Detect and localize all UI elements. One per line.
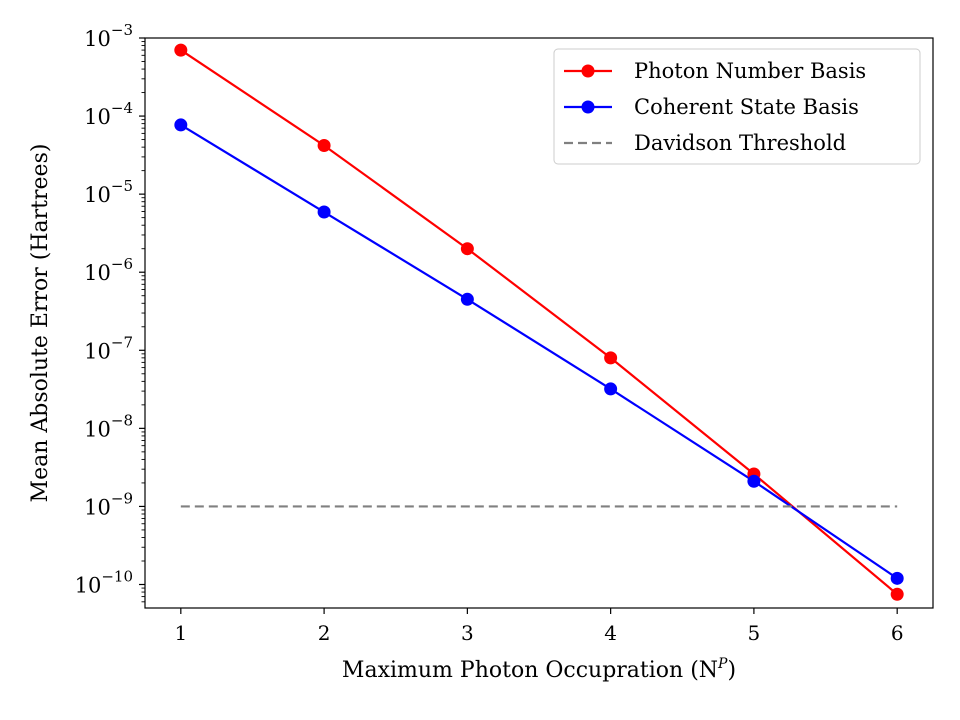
data-point-photon-number-basis	[460, 242, 474, 256]
legend-label-davidson-threshold: Davidson Threshold	[634, 131, 846, 155]
y-tick-label: 10−3	[84, 21, 133, 51]
x-tick-label: 1	[174, 621, 187, 645]
data-point-coherent-state-basis	[747, 474, 761, 488]
data-point-coherent-state-basis	[174, 118, 188, 132]
x-tick-label: 4	[604, 621, 617, 645]
legend-marker-photon-number-basis	[581, 64, 595, 78]
y-tick-label: 10−7	[84, 333, 133, 363]
legend-label-coherent-state-basis: Coherent State Basis	[634, 95, 859, 119]
data-point-coherent-state-basis	[890, 571, 904, 585]
legend-box	[553, 48, 921, 165]
x-tick-label: 3	[461, 621, 474, 645]
y-tick-label: 10−8	[84, 411, 133, 441]
y-tick-label: 10−6	[84, 255, 133, 285]
y-tick-label: 10−10	[75, 567, 133, 597]
series-lines	[180, 49, 898, 596]
x-axis-label: Maximum Photon Occupration (NP)	[342, 656, 736, 683]
x-tick-label: 2	[318, 621, 331, 645]
y-tick-label: 10−9	[84, 489, 133, 519]
legend-marker-coherent-state-basis	[581, 100, 595, 114]
data-point-photon-number-basis	[890, 587, 904, 601]
y-tick-label: 10−4	[84, 99, 133, 129]
y-tick-label: 10−5	[84, 177, 133, 207]
series-line-coherent-state-basis	[180, 123, 898, 580]
plot-frame	[144, 37, 934, 609]
legend-label-photon-number-basis: Photon Number Basis	[634, 59, 866, 83]
data-point-coherent-state-basis	[604, 382, 618, 396]
x-tick-label: 5	[748, 621, 761, 645]
x-tick-label: 6	[891, 621, 904, 645]
x-axis-ticks: 1 2 3 4 5 6	[174, 608, 904, 645]
data-point-photon-number-basis	[317, 138, 331, 152]
data-point-photon-number-basis	[174, 43, 188, 57]
series-line-photon-number-basis	[180, 49, 898, 596]
legend: Photon Number Basis Coherent State Basis D…	[553, 48, 921, 165]
data-point-coherent-state-basis	[317, 205, 331, 219]
x-axis-label-superscript: P	[717, 656, 728, 672]
y-axis-ticks: 10−3 10−4 10−5 10−6 10−7 10−8 10−9 10−10	[75, 21, 145, 603]
series-markers	[174, 43, 904, 601]
data-point-coherent-state-basis	[460, 292, 474, 306]
data-point-photon-number-basis	[604, 351, 618, 365]
y-axis-label: Mean Absolute Error (Hartrees)	[28, 144, 53, 503]
